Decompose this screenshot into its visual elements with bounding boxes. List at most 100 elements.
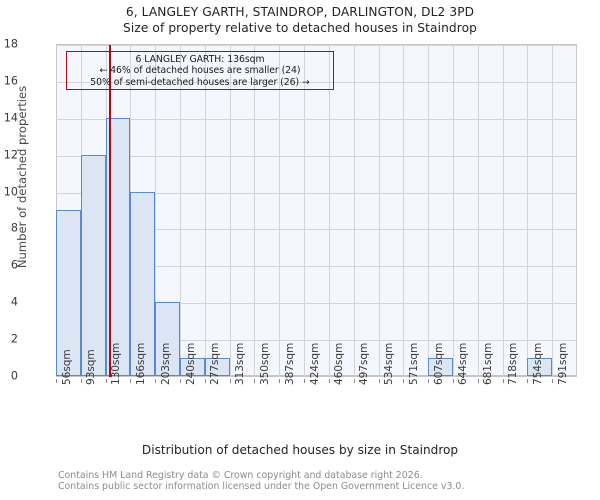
property-marker-line <box>108 45 111 377</box>
x-tick-mark-277sqm <box>204 379 206 383</box>
bar-240sqm <box>180 357 205 376</box>
y-tick-16: 16 <box>3 74 18 88</box>
x-tick-460sqm: 460sqm <box>333 342 346 385</box>
x-tick-203sqm: 203sqm <box>159 342 172 385</box>
plot-area <box>56 44 577 377</box>
gridline-y-12 <box>56 155 576 157</box>
x-tick-mark-240sqm <box>180 379 182 383</box>
gridline-y-8 <box>56 229 576 231</box>
annotation-line-1: 6 LANGLEY GARTH: 136sqm <box>135 54 265 65</box>
y-tick-2: 2 <box>10 332 18 346</box>
gridline-x-8 <box>254 45 256 377</box>
footer-line-1: Contains HM Land Registry data © Crown c… <box>58 470 423 481</box>
x-tick-313sqm: 313sqm <box>234 342 247 385</box>
gridline-x-12 <box>353 45 355 377</box>
x-tick-mark-571sqm <box>403 379 405 383</box>
gridline-x-17 <box>477 45 479 377</box>
bar-754sqm <box>527 357 553 376</box>
x-tick-644sqm: 644sqm <box>457 342 470 385</box>
x-tick-166sqm: 166sqm <box>134 342 147 385</box>
x-tick-mark-93sqm <box>80 379 82 383</box>
chart-subtitle: Size of property relative to detached ho… <box>123 21 477 35</box>
bar-166sqm <box>130 191 156 376</box>
annotation-box: 6 LANGLEY GARTH: 136sqm ← 46% of detache… <box>66 51 334 90</box>
x-tick-240sqm: 240sqm <box>184 342 197 385</box>
gridline-x-11 <box>328 45 330 377</box>
attribution-footer: Contains HM Land Registry data © Crown c… <box>58 470 464 493</box>
gridline-x-20 <box>552 45 554 377</box>
x-tick-mark-130sqm <box>105 379 107 383</box>
x-tick-130sqm: 130sqm <box>110 342 123 385</box>
x-axis-title: Distribution of detached houses by size … <box>141 443 459 457</box>
x-tick-mark-460sqm <box>328 379 330 383</box>
x-tick-mark-203sqm <box>155 379 157 383</box>
x-tick-mark-681sqm <box>477 379 479 383</box>
y-tick-0: 0 <box>10 369 18 383</box>
y-tick-4: 4 <box>10 295 18 309</box>
gridline-x-15 <box>428 45 430 377</box>
bar-277sqm <box>204 357 230 376</box>
x-tick-93sqm: 93sqm <box>85 349 98 385</box>
bar-93sqm <box>80 154 106 376</box>
x-tick-mark-754sqm <box>527 379 529 383</box>
gridline-x-18 <box>502 45 504 377</box>
gridline-x-9 <box>279 45 281 377</box>
gridline-y-2 <box>56 340 576 342</box>
gridline-x-10 <box>304 45 306 377</box>
bar-607sqm <box>428 357 453 376</box>
x-tick-424sqm: 424sqm <box>308 342 321 385</box>
x-tick-681sqm: 681sqm <box>482 342 495 385</box>
x-tick-607sqm: 607sqm <box>432 342 445 385</box>
x-tick-571sqm: 571sqm <box>407 342 420 385</box>
x-tick-mark-56sqm <box>56 379 57 383</box>
x-tick-387sqm: 387sqm <box>283 342 296 385</box>
x-tick-mark-313sqm <box>229 379 231 383</box>
x-tick-350sqm: 350sqm <box>258 342 271 385</box>
x-tick-mark-424sqm <box>304 379 306 383</box>
bar-203sqm <box>155 302 181 376</box>
x-tick-mark-387sqm <box>279 379 281 383</box>
x-tick-277sqm: 277sqm <box>209 342 222 385</box>
y-tick-18: 18 <box>3 37 18 51</box>
y-axis-title: Number of detached properties <box>15 85 29 269</box>
annotation-line-2: ← 46% of detached houses are smaller (24… <box>99 65 301 77</box>
y-tick-6: 6 <box>10 258 18 272</box>
x-tick-497sqm: 497sqm <box>358 342 371 385</box>
gridline-x-14 <box>403 45 405 377</box>
gridline-y-16 <box>56 81 576 83</box>
x-tick-mark-166sqm <box>130 379 132 383</box>
x-tick-mark-718sqm <box>502 379 504 383</box>
x-axis-line <box>56 375 576 377</box>
x-tick-mark-497sqm <box>353 379 355 383</box>
y-tick-10: 10 <box>3 185 18 199</box>
x-tick-mark-644sqm <box>452 379 454 383</box>
x-tick-718sqm: 718sqm <box>507 342 520 385</box>
gridline-y-4 <box>56 303 576 305</box>
gridline-x-7 <box>229 45 231 377</box>
gridline-x-5 <box>180 45 182 377</box>
gridline-x-13 <box>378 45 380 377</box>
y-tick-12: 12 <box>3 148 18 162</box>
chart-title-block: 6, LANGLEY GARTH, STAINDROP, DARLINGTON,… <box>0 4 600 37</box>
x-tick-mark-791sqm <box>552 379 554 383</box>
x-tick-754sqm: 754sqm <box>531 342 544 385</box>
footer-line-2: Contains public sector information licen… <box>58 481 465 493</box>
x-tick-56sqm: 56sqm <box>60 349 73 385</box>
bar-56sqm <box>56 210 81 376</box>
gridline-x-6 <box>204 45 206 377</box>
x-tick-mark-534sqm <box>378 379 380 383</box>
x-tick-mark-350sqm <box>254 379 256 383</box>
page-title: 6, LANGLEY GARTH, STAINDROP, DARLINGTON,… <box>125 5 475 19</box>
x-tick-791sqm: 791sqm <box>556 342 569 385</box>
annotation-line-3: 50% of semi-detached houses are larger (… <box>90 76 310 88</box>
y-tick-8: 8 <box>10 221 18 235</box>
x-tick-534sqm: 534sqm <box>383 342 396 385</box>
gridline-y-6 <box>56 266 576 268</box>
gridline-y-14 <box>56 118 576 120</box>
gridline-x-4 <box>155 45 157 377</box>
gridline-x-19 <box>527 45 529 377</box>
y-tick-14: 14 <box>3 111 18 125</box>
gridline-x-16 <box>452 45 454 377</box>
gridline-y-18 <box>56 45 576 46</box>
